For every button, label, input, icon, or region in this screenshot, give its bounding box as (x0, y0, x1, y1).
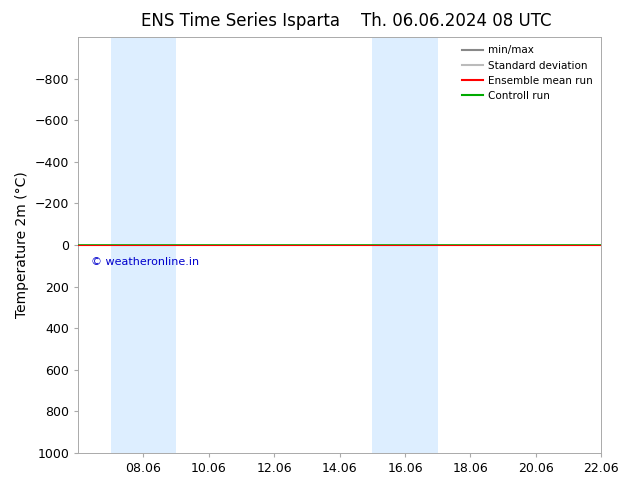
Text: Th. 06.06.2024 08 UTC: Th. 06.06.2024 08 UTC (361, 12, 552, 30)
Y-axis label: Temperature 2m (°C): Temperature 2m (°C) (15, 172, 29, 318)
Bar (372, 37, 437, 453)
Legend: min/max, Standard deviation, Ensemble mean run, Controll run: min/max, Standard deviation, Ensemble me… (459, 42, 596, 104)
Bar (111, 37, 176, 453)
Text: © weatheronline.in: © weatheronline.in (91, 257, 199, 268)
Text: ENS Time Series Isparta: ENS Time Series Isparta (141, 12, 340, 30)
